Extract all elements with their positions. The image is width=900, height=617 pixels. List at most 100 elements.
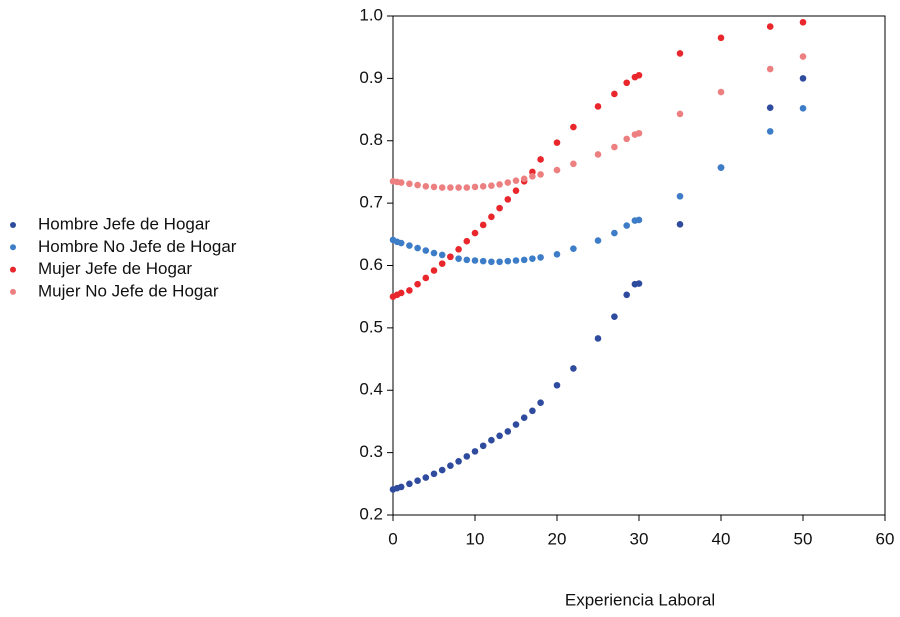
point [438, 466, 446, 474]
point [422, 247, 430, 254]
point [479, 221, 487, 229]
x-axis-label: Experiencia Laboral [565, 590, 715, 609]
point [537, 254, 544, 261]
point [717, 34, 725, 42]
point [414, 280, 421, 288]
point [611, 143, 618, 151]
point [594, 237, 602, 244]
point [799, 75, 807, 82]
point [496, 432, 503, 440]
point [512, 187, 520, 194]
point [570, 365, 577, 372]
point [570, 160, 577, 168]
y-tick-label: 0.7 [359, 193, 383, 212]
point [471, 448, 479, 455]
point [406, 287, 413, 294]
point [570, 245, 577, 252]
point [414, 477, 421, 484]
point [414, 244, 421, 252]
point [623, 135, 630, 143]
x-tick-label: 0 [388, 529, 397, 548]
point [496, 181, 503, 188]
point [553, 381, 561, 389]
point [422, 274, 430, 282]
point [635, 129, 643, 137]
x-tick-label: 20 [548, 529, 567, 548]
y-tick-label: 0.8 [359, 130, 383, 149]
point [529, 173, 536, 180]
point [430, 470, 438, 478]
point [623, 291, 630, 299]
point [799, 105, 807, 112]
point [422, 182, 430, 190]
point [635, 280, 643, 287]
point [438, 260, 446, 267]
point [488, 258, 495, 266]
point [397, 239, 405, 247]
point [406, 180, 413, 188]
point [512, 177, 520, 184]
point [520, 256, 528, 264]
point [520, 175, 528, 183]
y-tick-label: 0.2 [359, 504, 383, 523]
point [553, 250, 561, 258]
x-tick-label: 50 [794, 529, 813, 548]
point [430, 267, 438, 274]
legend-label: Mujer No Jefe de Hogar [38, 281, 219, 300]
point [570, 123, 577, 131]
point [463, 184, 471, 191]
point [414, 181, 421, 189]
legend-marker [10, 266, 16, 273]
point [766, 65, 774, 73]
point [455, 255, 462, 262]
point [447, 253, 454, 261]
point [471, 183, 479, 191]
point [529, 255, 536, 262]
point [397, 483, 405, 491]
x-tick-label: 30 [630, 529, 649, 548]
point [496, 258, 503, 266]
y-tick-label: 0.6 [359, 255, 383, 274]
point [766, 104, 774, 111]
point [504, 196, 512, 203]
legend-marker [10, 222, 16, 228]
point [488, 182, 495, 189]
point [611, 313, 618, 320]
point [553, 139, 561, 146]
point [447, 184, 454, 191]
legend-marker [10, 288, 16, 295]
point [496, 204, 503, 212]
x-tick-label: 60 [876, 529, 895, 548]
point [529, 407, 536, 415]
legend-label: Mujer Jefe de Hogar [38, 259, 192, 278]
point [438, 251, 446, 259]
point [553, 166, 561, 174]
point [537, 171, 544, 178]
y-tick-label: 1.0 [359, 5, 383, 24]
y-tick-label: 0.9 [359, 68, 383, 87]
point [488, 213, 495, 221]
point [463, 256, 471, 264]
point [635, 216, 643, 224]
point [766, 128, 774, 135]
point [455, 458, 462, 465]
point [463, 453, 471, 460]
point [611, 90, 618, 98]
point [512, 257, 520, 264]
point [447, 462, 454, 470]
y-tick-label: 0.4 [359, 380, 383, 399]
point [471, 229, 479, 237]
point [504, 428, 512, 435]
point [479, 442, 487, 450]
point [397, 289, 405, 297]
point [479, 182, 487, 190]
point [512, 421, 520, 428]
point [594, 151, 602, 158]
y-tick-label: 0.3 [359, 442, 383, 461]
plot-frame [392, 15, 886, 516]
point [455, 184, 462, 191]
point [488, 436, 495, 444]
point [397, 179, 405, 186]
point [623, 79, 630, 87]
